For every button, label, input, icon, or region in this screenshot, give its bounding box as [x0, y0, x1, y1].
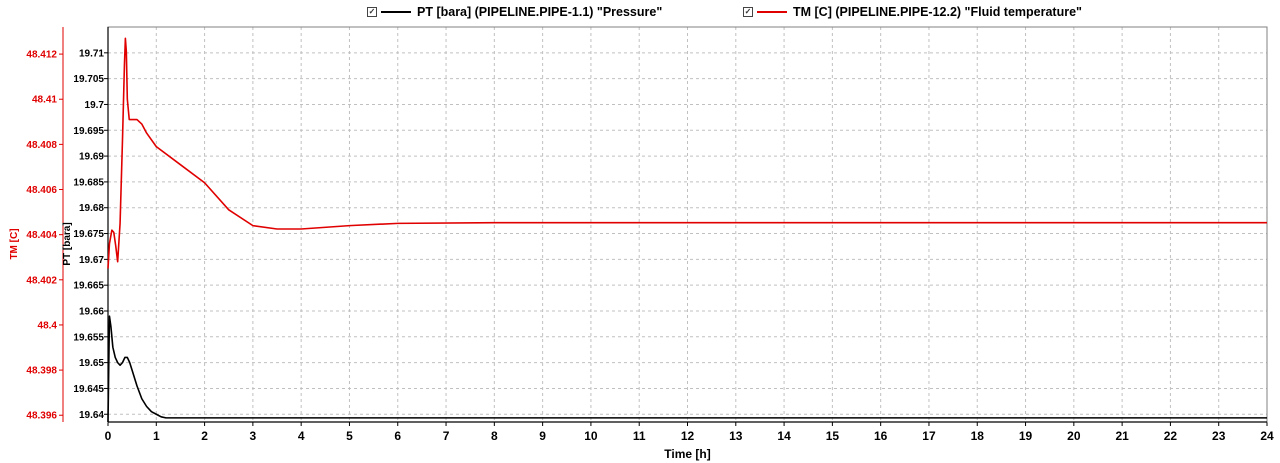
x-tick-label: 4: [298, 429, 305, 443]
x-tick-label: 5: [346, 429, 353, 443]
pt-y-tick-label: 19.695: [73, 126, 104, 137]
pt-y-tick-label: 19.675: [73, 229, 104, 240]
pt-y-tick-label: 19.65: [79, 358, 104, 369]
x-tick-label: 18: [971, 429, 985, 443]
pt-y-axis-title: PT [bara]: [62, 222, 73, 265]
pt-y-tick-label: 19.685: [73, 177, 104, 188]
x-tick-label: 11: [633, 429, 646, 443]
pt-y-tick-label: 19.67: [79, 255, 104, 266]
x-tick-label: 14: [777, 429, 791, 443]
plot-area: [108, 27, 1267, 422]
series-line-pressure: [107, 315, 1267, 423]
tm-y-tick-label: 48.404: [26, 230, 57, 241]
legend-tm-swatch: [757, 11, 787, 13]
x-tick-label: 10: [584, 429, 598, 443]
pt-y-tick-label: 19.71: [79, 48, 104, 59]
tm-y-tick-label: 48.408: [26, 140, 57, 151]
pt-y-tick-label: 19.68: [79, 203, 104, 214]
legend-item-tm[interactable]: ✓ TM [C] (PIPELINE.PIPE-12.2) "Fluid tem…: [743, 3, 1082, 21]
pt-y-tick-label: 19.7: [85, 100, 105, 111]
tm-y-tick-label: 48.4: [38, 320, 58, 331]
x-tick-label: 16: [874, 429, 888, 443]
tm-y-tick-label: 48.398: [26, 366, 57, 377]
x-tick-label: 13: [729, 429, 743, 443]
x-tick-label: 23: [1212, 429, 1226, 443]
legend-pt-label: PT [bara] (PIPELINE.PIPE-1.1) "Pressure": [417, 5, 663, 19]
legend-tm-checkbox-icon[interactable]: ✓: [743, 7, 753, 17]
x-tick-label: 24: [1260, 429, 1274, 443]
series-line-fluid-temperature: [107, 37, 1267, 269]
x-tick-label: 21: [1115, 429, 1129, 443]
x-tick-label: 2: [201, 429, 208, 443]
tm-y-tick-label: 48.402: [26, 275, 57, 286]
x-tick-label: 6: [394, 429, 401, 443]
x-axis-title: Time [h]: [664, 447, 710, 461]
pt-y-tick-label: 19.64: [79, 410, 104, 421]
pt-y-tick-label: 19.665: [73, 281, 104, 292]
x-tick-label: 22: [1164, 429, 1178, 443]
x-tick-label: 8: [491, 429, 498, 443]
tm-y-axis-title: TM [C]: [9, 228, 20, 259]
tm-y-tick-label: 48.406: [26, 185, 57, 196]
x-tick-label: 3: [250, 429, 257, 443]
tm-y-tick-label: 48.412: [26, 50, 57, 61]
pt-y-tick-label: 19.69: [79, 152, 104, 163]
pt-y-tick-label: 19.655: [73, 332, 104, 343]
pt-y-tick-label: 19.705: [73, 74, 104, 85]
pt-y-tick-label: 19.66: [79, 306, 104, 317]
legend-pt-swatch: [381, 11, 411, 13]
x-tick-label: 12: [681, 429, 695, 443]
x-tick-label: 1: [153, 429, 160, 443]
tm-y-tick-label: 48.41: [32, 95, 57, 106]
legend-pt-checkbox-icon[interactable]: ✓: [367, 7, 377, 17]
x-tick-label: 17: [922, 429, 936, 443]
legend-tm-label: TM [C] (PIPELINE.PIPE-12.2) "Fluid tempe…: [793, 5, 1082, 19]
x-tick-label: 20: [1067, 429, 1081, 443]
legend-item-pt[interactable]: ✓ PT [bara] (PIPELINE.PIPE-1.1) "Pressur…: [367, 3, 662, 21]
pt-y-tick-label: 19.645: [73, 384, 104, 395]
x-tick-label: 7: [443, 429, 450, 443]
tm-y-tick-label: 48.396: [26, 411, 57, 422]
x-tick-label: 0: [105, 429, 112, 443]
x-tick-label: 15: [826, 429, 840, 443]
x-tick-label: 9: [539, 429, 546, 443]
x-tick-label: 19: [1019, 429, 1033, 443]
